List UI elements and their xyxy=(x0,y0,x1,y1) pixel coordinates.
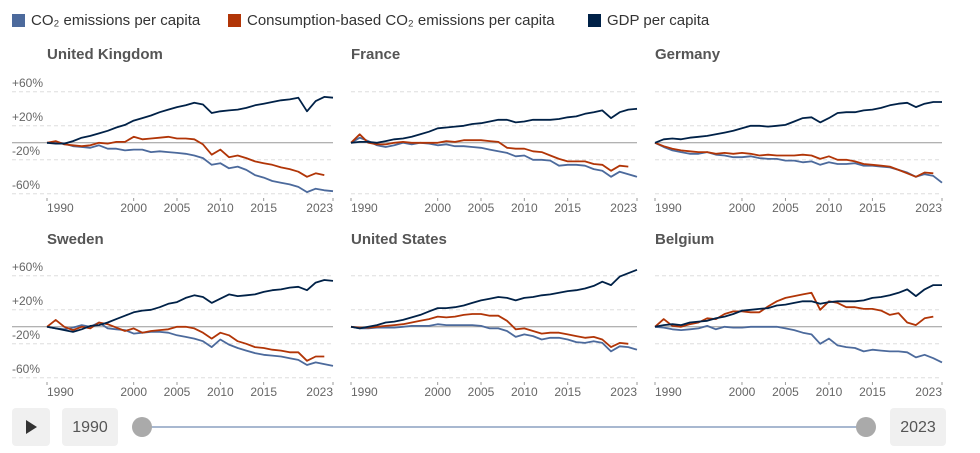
x-tick-label: 2005 xyxy=(164,385,191,399)
panel-title: United States xyxy=(351,231,447,248)
slider-handle[interactable] xyxy=(856,417,876,437)
y-tick-label: -60% xyxy=(12,178,40,192)
x-tick-label: 2010 xyxy=(511,201,538,215)
x-tick-label: 2015 xyxy=(859,201,886,215)
series-line xyxy=(350,107,638,144)
end-year: 2023 xyxy=(900,419,936,436)
legend-label: Consumption-based CO₂ emissions per capi… xyxy=(247,12,555,29)
series-line xyxy=(350,133,629,172)
x-tick-label: 1990 xyxy=(351,385,378,399)
series-line xyxy=(350,323,638,353)
x-tick-label: 1990 xyxy=(655,201,682,215)
x-tick-label: 2023 xyxy=(306,385,333,399)
series-line xyxy=(46,141,334,193)
x-tick-label: 2005 xyxy=(468,201,495,215)
start-year: 1990 xyxy=(72,419,108,436)
panel-title: Belgium xyxy=(655,231,714,248)
panel-title: France xyxy=(351,46,400,63)
series-line xyxy=(46,279,334,333)
series-line xyxy=(654,284,942,328)
legend-swatch xyxy=(12,14,25,27)
x-tick-label: 2015 xyxy=(250,385,277,399)
x-tick-label: 2000 xyxy=(120,385,147,399)
x-tick-label: 2015 xyxy=(859,385,886,399)
y-tick-label: -20% xyxy=(12,328,40,342)
play-icon xyxy=(26,420,37,434)
legend-label: CO₂ emissions per capita xyxy=(31,12,201,29)
series-line xyxy=(350,268,638,330)
series-line xyxy=(350,136,638,178)
x-tick-label: 2023 xyxy=(610,201,637,215)
series-line xyxy=(654,141,943,184)
x-tick-label: 2023 xyxy=(915,201,942,215)
x-tick-label: 2000 xyxy=(120,201,147,215)
x-tick-label: 2010 xyxy=(816,385,843,399)
series-line xyxy=(46,96,334,145)
series-line xyxy=(46,135,325,178)
series-line xyxy=(350,313,629,348)
series-line xyxy=(654,141,934,178)
slider-handle[interactable] xyxy=(132,417,152,437)
series-line xyxy=(654,101,942,144)
x-tick-label: 1990 xyxy=(655,385,682,399)
x-tick-label: 2010 xyxy=(816,201,843,215)
x-tick-label: 2005 xyxy=(772,201,799,215)
legend-swatch xyxy=(228,14,241,27)
x-tick-label: 1990 xyxy=(47,385,74,399)
x-tick-label: 2000 xyxy=(424,201,451,215)
x-tick-label: 2000 xyxy=(424,385,451,399)
x-tick-label: 2005 xyxy=(468,385,495,399)
y-tick-label: +60% xyxy=(12,76,43,90)
x-tick-label: 2015 xyxy=(554,201,581,215)
x-tick-label: 2023 xyxy=(610,385,637,399)
panel-title: United Kingdom xyxy=(47,46,163,63)
x-tick-label: 2000 xyxy=(729,385,756,399)
panel-title: Germany xyxy=(655,46,721,63)
start-year-box[interactable] xyxy=(62,408,118,446)
series-line xyxy=(654,325,943,364)
x-tick-label: 2015 xyxy=(250,201,277,215)
y-tick-label: -60% xyxy=(12,362,40,376)
x-tick-label: 2010 xyxy=(207,385,234,399)
y-tick-label: +20% xyxy=(12,110,43,124)
x-tick-label: 2023 xyxy=(915,385,942,399)
y-tick-label: +20% xyxy=(12,294,43,308)
legend-swatch xyxy=(588,14,601,27)
x-tick-label: 2023 xyxy=(306,201,333,215)
y-tick-label: -20% xyxy=(12,144,40,158)
y-tick-label: +60% xyxy=(12,260,43,274)
panel-title: Sweden xyxy=(47,231,104,248)
legend-label: GDP per capita xyxy=(607,12,710,29)
end-year-box[interactable] xyxy=(890,408,946,446)
x-tick-label: 2010 xyxy=(207,201,234,215)
x-tick-label: 1990 xyxy=(351,201,378,215)
x-tick-label: 2000 xyxy=(729,201,756,215)
x-tick-label: 2010 xyxy=(511,385,538,399)
x-tick-label: 1990 xyxy=(47,201,74,215)
x-tick-label: 2015 xyxy=(554,385,581,399)
x-tick-label: 2005 xyxy=(164,201,191,215)
x-tick-label: 2005 xyxy=(772,385,799,399)
